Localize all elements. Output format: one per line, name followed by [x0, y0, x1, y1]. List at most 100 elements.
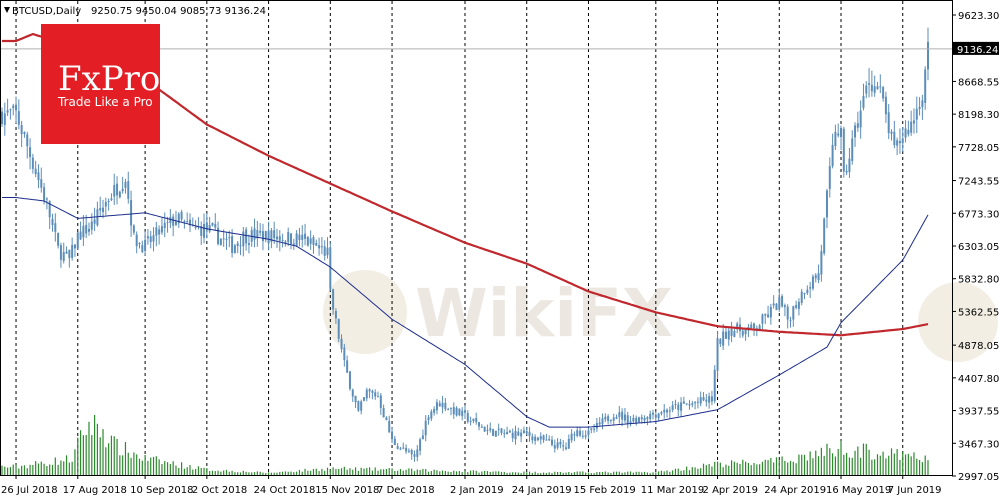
- candle-body: [489, 428, 492, 431]
- candle-body: [727, 330, 730, 340]
- x-tick-label: 24 Jan 2019: [512, 485, 572, 496]
- candle-body: [37, 172, 40, 181]
- candle-body: [239, 245, 242, 247]
- candle-body: [879, 86, 882, 88]
- candle-body: [180, 211, 183, 220]
- candle-body: [811, 276, 814, 289]
- y-tick-label: 6773.30: [958, 209, 999, 220]
- y-tick-label: 4878.05: [958, 341, 999, 352]
- candle-body: [26, 134, 29, 147]
- candle-body: [806, 289, 809, 294]
- candle-body: [851, 138, 854, 161]
- x-tick-label: 26 Jul 2018: [1, 485, 58, 496]
- candle-body: [587, 430, 590, 436]
- dropdown-triangle-icon[interactable]: [4, 7, 10, 13]
- candle-body: [374, 392, 377, 397]
- candle-body: [402, 447, 405, 449]
- candle-body: [800, 291, 803, 303]
- candle-body: [351, 389, 354, 397]
- candle-body: [520, 432, 523, 437]
- candle-body: [169, 216, 172, 223]
- candle-body: [146, 236, 149, 239]
- candle-body: [116, 183, 119, 196]
- candle-body: [545, 439, 548, 441]
- current-price-label: 9136.24: [957, 45, 998, 56]
- candle-body: [691, 403, 694, 405]
- candle-body: [924, 69, 927, 103]
- candle-body: [71, 244, 74, 258]
- candle-body: [887, 112, 890, 133]
- candle-body: [767, 314, 770, 318]
- candle-body: [110, 198, 113, 201]
- x-tick-label: 2 Oct 2018: [192, 485, 247, 496]
- candle-body: [9, 109, 12, 111]
- candle-body: [59, 245, 62, 260]
- candle-body: [68, 249, 71, 259]
- candle-body: [744, 328, 747, 335]
- candle-body: [783, 305, 786, 308]
- candle-body: [194, 226, 197, 228]
- candle-body: [155, 227, 158, 236]
- candle-body: [118, 191, 121, 198]
- candle-body: [256, 230, 259, 239]
- candle-body: [713, 369, 716, 402]
- candle-body: [469, 420, 472, 422]
- candle-body: [581, 435, 584, 437]
- candle-body: [73, 244, 76, 249]
- candle-body: [618, 412, 621, 418]
- candle-body: [23, 132, 26, 134]
- candle-body: [497, 428, 500, 430]
- candle-body: [326, 247, 329, 256]
- candle-body: [842, 128, 845, 172]
- candle-body: [856, 123, 859, 128]
- logo-tagline: Trade Like a Pro: [57, 95, 153, 109]
- candle-body: [506, 432, 509, 435]
- candle-body: [517, 431, 520, 436]
- candle-body: [503, 432, 506, 434]
- candle-body: [93, 219, 96, 224]
- candle-body: [90, 221, 93, 230]
- y-tick-label: 8198.30: [958, 110, 999, 121]
- candle-body: [769, 306, 772, 318]
- candle-body: [20, 125, 23, 135]
- current-price-tag: 9136.24: [953, 41, 999, 56]
- candle-body: [57, 232, 60, 246]
- y-tick-label: 9623.30: [958, 11, 999, 22]
- candle-body: [177, 213, 180, 224]
- candle-body: [643, 417, 646, 421]
- candle-body: [694, 402, 697, 404]
- y-tick-label: 3937.55: [958, 407, 999, 418]
- candle-body: [593, 428, 596, 430]
- candle-body: [385, 417, 388, 421]
- candle-body: [834, 131, 837, 146]
- candle-body: [455, 407, 458, 416]
- candle-body: [854, 125, 857, 138]
- y-tick-label: 7728.05: [958, 143, 999, 154]
- candle-body: [705, 399, 708, 402]
- candle-body: [124, 181, 127, 188]
- candle-body: [309, 238, 312, 244]
- candle-body: [660, 412, 663, 414]
- candle-body: [419, 439, 422, 451]
- candle-body: [346, 360, 349, 373]
- candle-body: [231, 236, 234, 253]
- candle-body: [646, 417, 649, 420]
- candle-body: [113, 184, 116, 197]
- candle-body: [264, 231, 267, 240]
- candle-body: [492, 429, 495, 436]
- candle-body: [511, 432, 514, 439]
- candle-body: [163, 222, 166, 228]
- candle-body: [522, 430, 525, 434]
- candle-body: [337, 319, 340, 339]
- candle-body: [348, 371, 351, 389]
- candle-body: [761, 314, 764, 324]
- y-tick-label: 4407.80: [958, 374, 999, 385]
- candle-body: [208, 225, 211, 232]
- candle-body: [107, 200, 110, 202]
- candle-body: [865, 85, 868, 94]
- candle-body: [315, 242, 318, 246]
- candle-body: [604, 416, 607, 420]
- candle-body: [668, 410, 671, 412]
- candle-body: [666, 409, 669, 413]
- moving-average-fast: [2, 197, 929, 428]
